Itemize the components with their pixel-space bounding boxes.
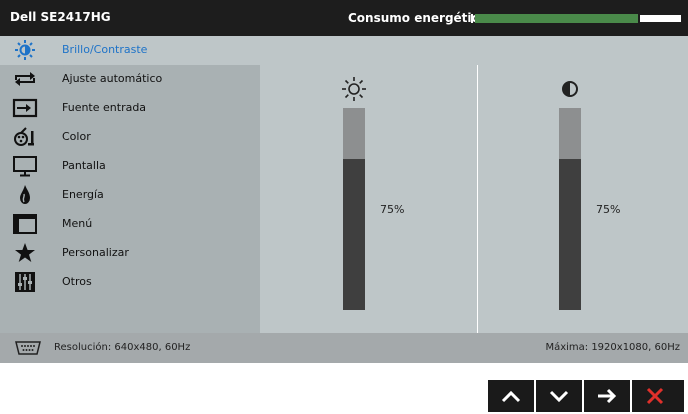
sidebar xyxy=(0,36,260,333)
menu-item-label: Brillo/Contraste xyxy=(62,43,148,56)
up-button[interactable] xyxy=(488,380,534,412)
contrast-value: 75% xyxy=(596,203,621,216)
sun-icon xyxy=(342,77,366,101)
title-bar: Dell SE2417HG Consumo energético xyxy=(0,0,688,36)
brightness-slider[interactable] xyxy=(343,108,365,310)
contrast-slider-fill xyxy=(559,158,581,310)
menu-item-label: Otros xyxy=(62,275,92,288)
input-source-icon xyxy=(12,98,38,118)
menu-item-display[interactable]: Pantalla xyxy=(0,152,260,181)
star-icon xyxy=(15,243,35,262)
display-icon xyxy=(13,156,37,177)
down-button[interactable] xyxy=(536,380,582,412)
vga-icon xyxy=(15,341,41,355)
maximum-resolution: Máxima: 1920x1080, 60Hz xyxy=(545,342,680,353)
contrast-icon xyxy=(562,81,578,97)
exit-button[interactable] xyxy=(632,380,684,412)
menu-item-label: Energía xyxy=(62,188,104,201)
menu-item-input-source[interactable]: Fuente entrada xyxy=(0,94,260,123)
menu-item-label: Personalizar xyxy=(62,246,129,259)
menu-item-menu[interactable]: Menú xyxy=(0,210,260,239)
arrow-right-icon xyxy=(598,388,617,404)
chevron-up-icon xyxy=(501,390,521,403)
contrast-slider[interactable] xyxy=(559,108,581,310)
chevron-down-icon xyxy=(549,390,569,403)
enter-button[interactable] xyxy=(584,380,630,412)
panel-divider xyxy=(477,36,478,333)
energy-meter-tick xyxy=(471,14,473,23)
menu-item-others[interactable]: Otros xyxy=(0,268,260,297)
menu-item-label: Fuente entrada xyxy=(62,101,147,114)
brightness-value: 75% xyxy=(380,203,405,216)
brightness-slider-fill xyxy=(343,158,365,310)
status-bar: Resolución: 640x480, 60Hz Máxima: 1920x1… xyxy=(0,333,688,363)
menu-icon xyxy=(13,214,37,234)
menu-item-brightness-contrast[interactable]: Brillo/Contraste xyxy=(0,36,478,65)
brightness-icon xyxy=(15,40,35,60)
menu-item-label: Pantalla xyxy=(62,159,106,172)
energy-meter-fill xyxy=(475,14,638,23)
current-resolution: Resolución: 640x480, 60Hz xyxy=(54,342,191,353)
energy-meter xyxy=(471,14,681,23)
menu-item-label: Ajuste automático xyxy=(62,72,163,85)
menu-item-auto-adjust[interactable]: Ajuste automático xyxy=(0,65,260,94)
menu-item-label: Menú xyxy=(62,217,93,230)
menu-item-energy[interactable]: Energía xyxy=(0,181,260,210)
close-icon xyxy=(646,387,664,405)
others-icon xyxy=(15,272,35,292)
monitor-model: Dell SE2417HG xyxy=(10,10,111,24)
energy-icon xyxy=(20,185,30,204)
energy-meter-remaining xyxy=(640,15,681,22)
menu-item-label: Color xyxy=(62,130,91,143)
auto-adjust-icon xyxy=(15,72,35,86)
osd-window: Dell SE2417HG Consumo energético Brillo/… xyxy=(0,0,688,363)
menu-item-personalize[interactable]: Personalizar xyxy=(0,239,260,268)
color-icon xyxy=(14,127,34,146)
menu-item-color[interactable]: Color xyxy=(0,123,260,152)
energy-consumption-label: Consumo energético xyxy=(348,11,487,25)
main-panel xyxy=(260,36,688,333)
